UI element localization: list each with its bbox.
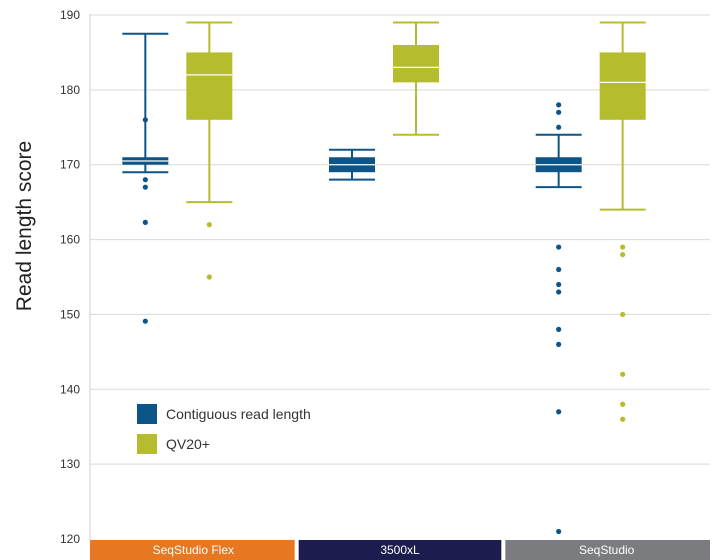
outlier-point [620,311,626,318]
y-tick-label: 150 [60,307,80,321]
outlier-point [556,289,562,295]
outlier-point [142,117,148,123]
y-tick-label: 170 [60,158,80,172]
outlier-point [620,401,626,407]
outlier-point [206,274,212,280]
y-tick-label: 160 [60,233,80,247]
y-tick-label: 130 [60,457,80,471]
outlier-point [556,102,562,108]
legend-swatch [137,434,157,454]
category-label: SeqStudio [579,543,635,557]
y-tick-label: 180 [60,83,80,97]
y-tick-label: 190 [60,8,80,22]
outlier-point [556,244,562,250]
legend-label: QV20+ [166,436,210,452]
y-axis-ticks: 120 130 140 150 160 170 180 190 [60,8,80,546]
category-band [90,540,295,560]
x-axis-categories: SeqStudio Flex 3500xL SeqStudio [90,540,710,560]
y-tick-label: 140 [60,382,80,396]
outlier-point [620,371,626,377]
legend-label: Contiguous read length [166,406,311,422]
outlier-point [142,318,148,324]
legend-swatch [137,404,157,424]
outlier-point [142,184,148,190]
outlier-point [556,266,562,273]
outlier-point [620,244,626,250]
outlier-point [556,281,562,288]
outlier-point [620,416,626,422]
y-tick-label: 120 [60,532,80,546]
outlier-point [620,251,626,258]
category-label: SeqStudio Flex [153,543,234,557]
box [186,52,233,120]
category-band [505,540,710,560]
outlier-point [556,341,562,347]
outlier-point [142,219,148,225]
category-label: 3500xL [380,543,420,557]
outlier-point [556,326,562,332]
outlier-point [556,409,562,415]
y-axis-label: Read length score [13,141,36,311]
box [599,52,646,120]
outlier-point [206,222,212,228]
legend: Contiguous read length QV20+ [137,404,311,454]
category-band [298,540,502,560]
outlier-point [556,109,562,115]
outlier-point [142,177,148,183]
box [393,44,439,83]
outlier-point [556,124,562,130]
outlier-point [556,528,562,535]
box-series [122,21,646,535]
